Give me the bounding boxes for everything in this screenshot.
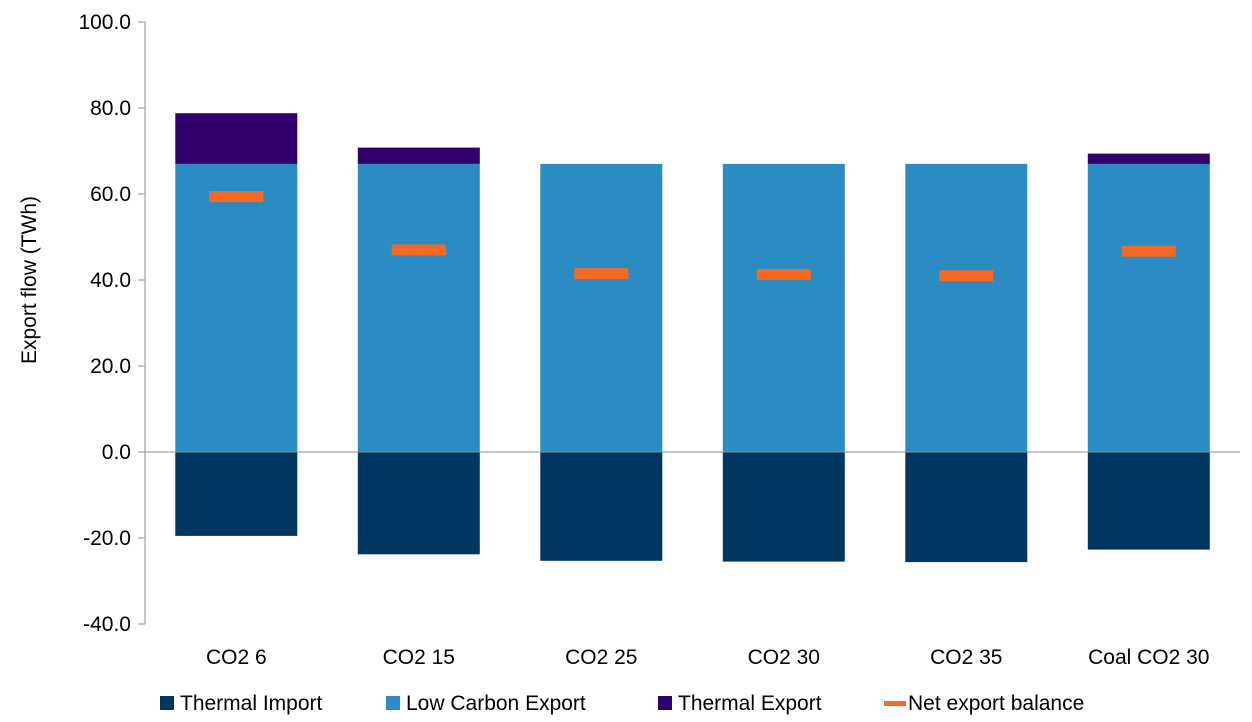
legend-item: Low Carbon Export: [386, 692, 586, 715]
legend-label: Net export balance: [908, 692, 1084, 715]
legend-label: Thermal Export: [678, 692, 822, 715]
legend-swatch: [160, 696, 174, 710]
y-tick-label: 20.0: [90, 355, 131, 378]
bar-thermal-export-6: [1087, 153, 1210, 164]
x-tick-label: CO2 25: [565, 646, 637, 669]
bar-low-carbon-export-6: [1087, 163, 1210, 452]
axes-layer: Export flow (TWh) CO2 6 CO2 15 CO2 25 CO2 3…: [18, 11, 1240, 669]
bar-thermal-import-5: [905, 452, 1028, 563]
legend-item: Thermal Export: [658, 692, 822, 715]
y-tick-label: -40.0: [83, 613, 131, 636]
y-tick-label: -20.0: [83, 527, 131, 550]
y-tick-label: 100.0: [78, 11, 131, 34]
y-axis-title: Export flow (TWh): [18, 196, 41, 364]
bar-low-carbon-export-5: [905, 163, 1028, 452]
legend-label: Thermal Import: [180, 692, 323, 715]
legend-swatch: [884, 701, 906, 706]
bar-thermal-import-2: [357, 452, 480, 555]
bar-thermal-export-2: [357, 147, 480, 164]
legend-item: Net export balance: [884, 692, 1084, 715]
bar-thermal-import-6: [1087, 452, 1210, 550]
bar-low-carbon-export-1: [175, 163, 298, 452]
y-tick-label: 0.0: [102, 441, 131, 464]
bar-low-carbon-export-4: [722, 163, 845, 452]
legend-swatch: [658, 696, 672, 710]
y-tick-label: 60.0: [90, 183, 131, 206]
legend: Thermal Import Low Carbon Export Thermal E…: [160, 692, 1084, 715]
legend-item: Thermal Import: [160, 692, 323, 715]
bars-layer: [175, 113, 1210, 563]
y-tick-label: 40.0: [90, 269, 131, 292]
markers-layer: [209, 191, 1176, 282]
marker-net-export-balance-3: [574, 268, 629, 280]
y-tick-label: 80.0: [90, 97, 131, 120]
bar-thermal-import-1: [175, 452, 298, 536]
x-tick-label: Coal CO2 30: [1088, 646, 1209, 669]
legend-swatch: [386, 696, 400, 710]
marker-net-export-balance-6: [1121, 245, 1176, 257]
marker-net-export-balance-1: [209, 191, 264, 203]
marker-net-export-balance-4: [756, 268, 811, 280]
marker-net-export-balance-2: [391, 244, 446, 256]
bar-low-carbon-export-3: [540, 163, 663, 452]
bar-low-carbon-export-2: [357, 163, 480, 452]
bar-thermal-import-3: [540, 452, 663, 561]
legend-label: Low Carbon Export: [406, 692, 586, 715]
x-tick-label: CO2 30: [748, 646, 820, 669]
x-tick-label: CO2 35: [930, 646, 1002, 669]
x-tick-label: CO2 6: [206, 646, 267, 669]
marker-net-export-balance-5: [939, 270, 994, 282]
x-tick-label: CO2 15: [383, 646, 455, 669]
bar-thermal-import-4: [722, 452, 845, 562]
bar-thermal-export-1: [175, 113, 298, 164]
